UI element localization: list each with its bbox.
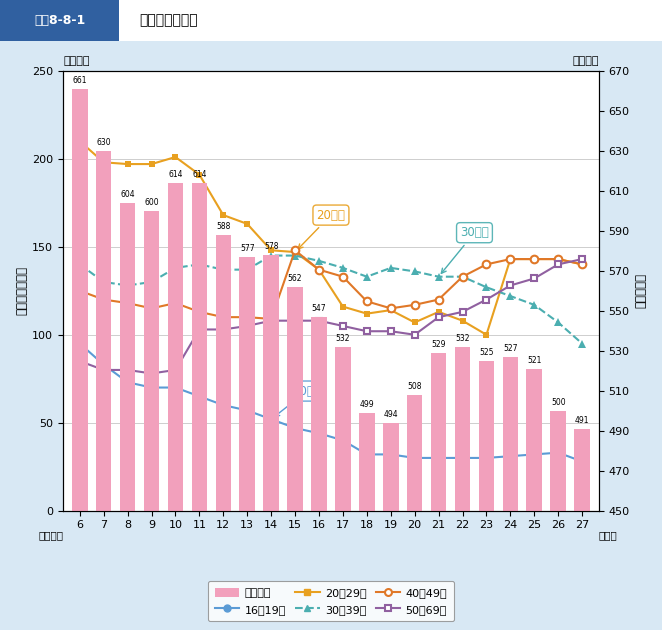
Text: 532: 532 bbox=[336, 334, 350, 343]
Text: 630: 630 bbox=[97, 138, 111, 147]
Text: 604: 604 bbox=[120, 190, 135, 199]
Y-axis label: 総献血者数: 総献血者数 bbox=[634, 273, 647, 308]
Text: 547: 547 bbox=[312, 304, 326, 312]
Y-axis label: 年代別献血者数: 年代別献血者数 bbox=[15, 266, 28, 315]
Text: 508: 508 bbox=[407, 382, 422, 391]
Bar bbox=[311, 317, 327, 630]
Bar bbox=[526, 369, 542, 630]
Text: 図袆8-8-1: 図袆8-8-1 bbox=[34, 14, 85, 27]
Text: 661: 661 bbox=[73, 76, 87, 85]
Bar bbox=[287, 287, 303, 630]
Bar bbox=[240, 257, 255, 630]
Bar bbox=[479, 361, 495, 630]
Bar bbox=[550, 411, 566, 630]
Bar bbox=[216, 235, 231, 630]
Bar bbox=[263, 255, 279, 630]
Bar bbox=[96, 151, 111, 630]
Text: 577: 577 bbox=[240, 244, 254, 253]
Text: 494: 494 bbox=[383, 410, 398, 419]
Text: 20歳代: 20歳代 bbox=[298, 209, 346, 249]
Text: 529: 529 bbox=[432, 340, 446, 349]
Bar bbox=[383, 423, 399, 630]
Bar bbox=[359, 413, 375, 630]
Text: 献血者数の推移: 献血者数の推移 bbox=[139, 13, 198, 28]
Text: 532: 532 bbox=[455, 334, 470, 343]
Bar bbox=[167, 183, 183, 630]
Bar bbox=[455, 346, 470, 630]
Text: 588: 588 bbox=[216, 222, 230, 231]
Text: 525: 525 bbox=[479, 348, 494, 357]
Bar bbox=[407, 395, 422, 630]
Text: （万人）: （万人） bbox=[573, 57, 599, 66]
Text: 527: 527 bbox=[503, 344, 518, 353]
Text: 491: 491 bbox=[575, 416, 589, 425]
Text: （平成）: （平成） bbox=[38, 530, 63, 541]
Text: 600: 600 bbox=[144, 198, 159, 207]
Bar bbox=[335, 346, 351, 630]
Legend: 総献血者, 16～19歳, 20～29歳, 30～39歳, 40～49歳, 50～69歳: 総献血者, 16～19歳, 20～29歳, 30～39歳, 40～49歳, 50… bbox=[208, 581, 454, 621]
Bar bbox=[575, 429, 590, 630]
Text: 614: 614 bbox=[192, 169, 207, 179]
Text: 614: 614 bbox=[168, 169, 183, 179]
Text: 562: 562 bbox=[288, 274, 303, 283]
Bar bbox=[72, 89, 87, 630]
Text: 578: 578 bbox=[264, 242, 279, 251]
Text: 30歳代: 30歳代 bbox=[442, 226, 489, 273]
Text: （万人）: （万人） bbox=[63, 57, 89, 66]
Text: 10歳代: 10歳代 bbox=[275, 384, 322, 416]
Bar bbox=[191, 183, 207, 630]
Bar bbox=[431, 353, 446, 630]
Text: （年）: （年） bbox=[599, 530, 618, 541]
Bar bbox=[144, 211, 160, 630]
Text: 500: 500 bbox=[551, 398, 565, 407]
Text: 521: 521 bbox=[527, 356, 542, 365]
Text: 499: 499 bbox=[359, 400, 374, 409]
Bar bbox=[502, 357, 518, 630]
Bar bbox=[120, 203, 135, 630]
